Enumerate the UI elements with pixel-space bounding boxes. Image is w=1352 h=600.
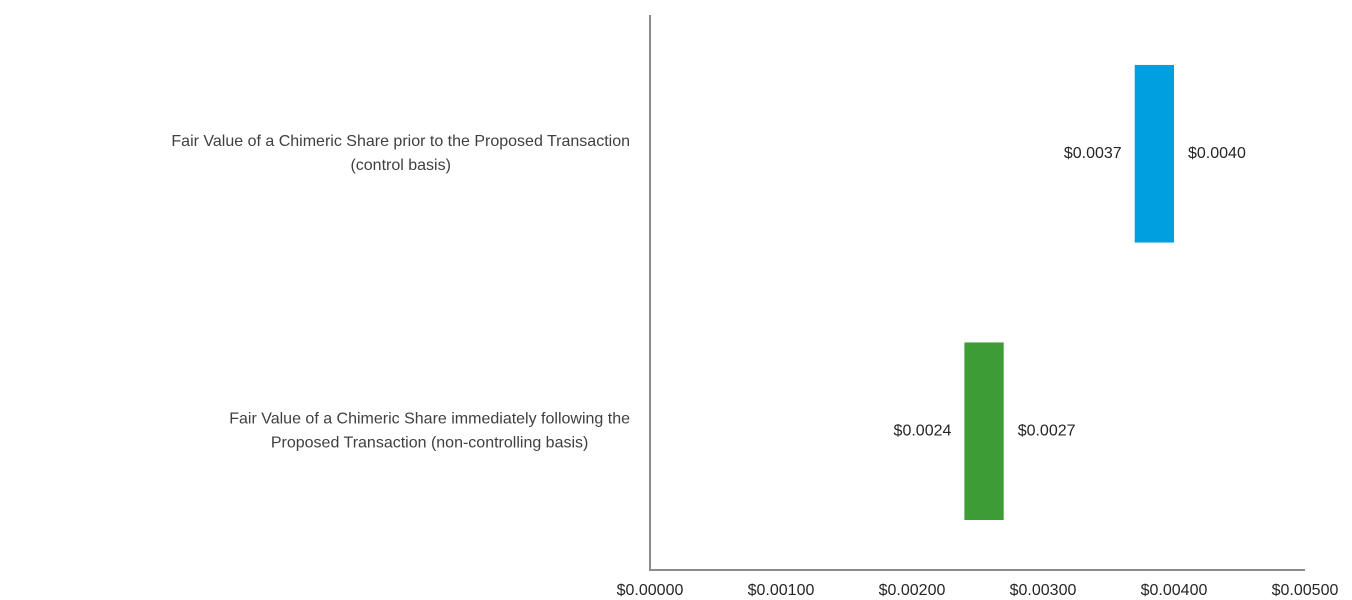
low-label: $0.0037 [1064,145,1122,162]
range-bar [1134,64,1174,243]
x-tick-label: $0.00500 [1272,582,1339,599]
high-label: $0.0040 [1188,145,1246,162]
y-tick-label: Proposed Transaction (non-controlling ba… [271,434,589,451]
x-tick-label: $0.00100 [748,582,815,599]
high-label: $0.0027 [1018,422,1076,439]
x-tick-label: $0.00000 [617,582,684,599]
y-tick-label: Fair Value of a Chimeric Share prior to … [171,133,630,150]
low-label: $0.0024 [894,422,952,439]
x-tick-label: $0.00400 [1141,582,1208,599]
x-tick-label: $0.00300 [1010,582,1077,599]
x-tick-label: $0.00200 [879,582,946,599]
y-tick-label: (control basis) [350,157,450,174]
range-bar [964,342,1004,521]
y-tick-label: Fair Value of a Chimeric Share immediate… [229,410,630,427]
